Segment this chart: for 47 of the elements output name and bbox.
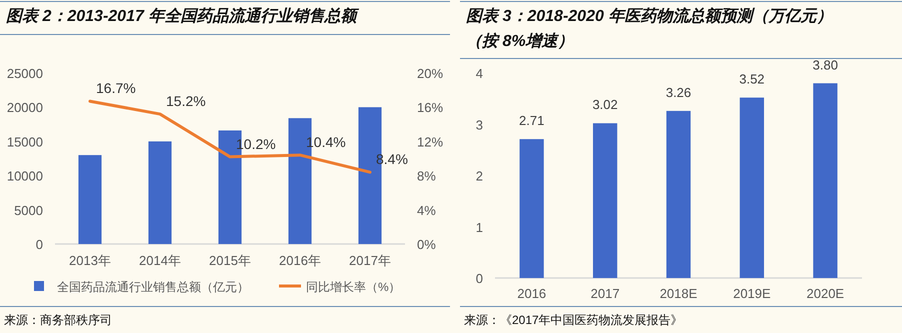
y-tick-label: 0 [476, 271, 483, 286]
x-tick-label: 2014年 [139, 253, 181, 268]
source-note: 来源：商务部秩序司 [4, 312, 112, 329]
y2-tick-label: 20% [417, 66, 444, 81]
bar [78, 155, 102, 244]
data-label: 2.71 [519, 113, 544, 128]
y-tick-label: 1 [476, 220, 483, 235]
data-label: 16.7% [96, 80, 136, 96]
bar [813, 83, 838, 278]
data-label: 3.02 [592, 97, 618, 112]
y-tick-label: 5000 [14, 202, 43, 218]
x-tick-label: 2016年 [279, 253, 321, 268]
chart-title: 图表 2：2013-2017 年全国药品流通行业销售总额 [6, 6, 360, 27]
data-label: 15.2% [166, 93, 206, 110]
x-tick-label: 2019E [733, 286, 772, 301]
legend-label: 同比增长率（%） [306, 280, 401, 294]
data-label: 3.52 [739, 72, 765, 87]
y-tick-label: 2 [476, 168, 483, 184]
y2-tick-label: 0% [417, 237, 436, 252]
y-tick-label: 10000 [6, 168, 43, 184]
bar [148, 141, 172, 244]
y2-tick-label: 12% [417, 134, 444, 150]
source-note: 来源：《2017年中国医药物流发展报告》 [464, 312, 683, 329]
y2-tick-label: 16% [417, 100, 444, 116]
x-tick-label: 2017年 [349, 253, 391, 268]
y-tick-label: 25000 [6, 66, 43, 81]
legend-label: 全国药品流通行业销售总额（亿元） [57, 280, 249, 294]
y2-tick-label: 8% [417, 168, 436, 184]
y-tick-label: 15000 [6, 134, 43, 150]
y2-tick-label: 4% [417, 202, 436, 218]
y-tick-label: 20000 [6, 100, 43, 116]
x-tick-label: 2020E [806, 286, 844, 301]
data-label: 3.80 [812, 57, 838, 72]
y-tick-label: 0 [36, 237, 43, 252]
y-tick-label: 3 [476, 117, 483, 132]
y-tick-label: 4 [476, 66, 483, 81]
x-tick-label: 2018E [660, 286, 698, 301]
bar [592, 123, 618, 278]
bar [520, 139, 544, 278]
x-tick-label: 2017 [590, 286, 620, 301]
x-tick-label: 2016 [517, 286, 546, 301]
chart-title: 图表 3：2018-2020 年医药物流总额预测（万亿元）（按 8%增速） [466, 6, 834, 52]
x-tick-label: 2013年 [69, 253, 111, 268]
bar [740, 98, 764, 278]
data-label: 3.26 [666, 84, 692, 100]
bar [666, 110, 691, 278]
x-tick-label: 2015年 [209, 253, 251, 268]
